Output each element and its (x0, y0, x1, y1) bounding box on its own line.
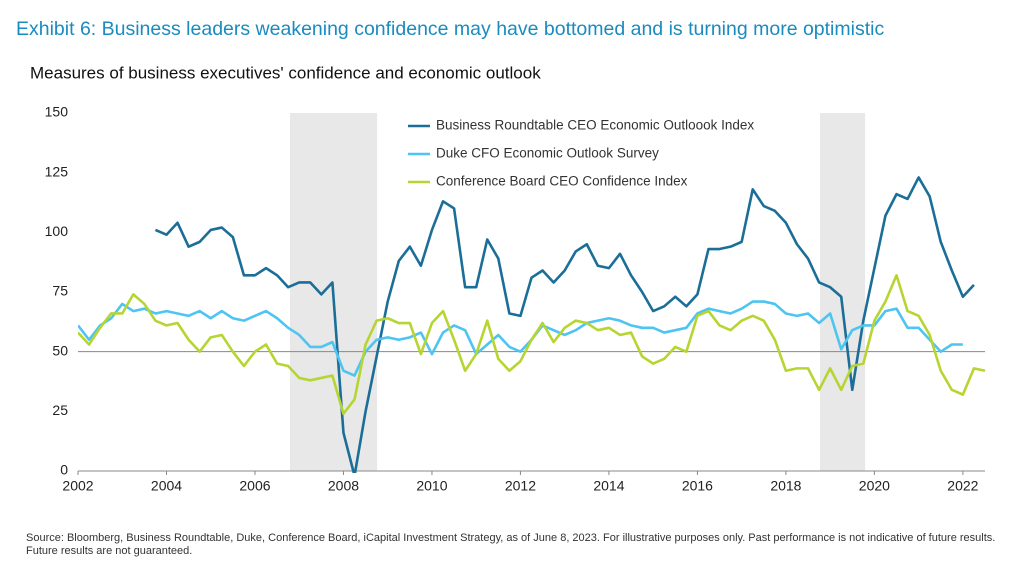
y-tick-label: 150 (45, 104, 69, 120)
series-line (154, 176, 975, 473)
y-tick-label: 125 (45, 163, 69, 179)
series-line (78, 273, 986, 416)
y-tick-label: 75 (52, 283, 68, 299)
chart-title: Exhibit 6: Business leaders weakening co… (16, 18, 884, 40)
plot-area: 0 25 50 75 100 125 150 2002 2004 2006 2008 2010 2012… (45, 104, 986, 494)
x-tick-label: 2008 (328, 478, 359, 494)
source-box: Source: Bloomberg, Business Roundtable, … (26, 532, 996, 557)
chart-subtitle: Measures of business executives' confide… (30, 63, 541, 82)
x-tick-label: 2016 (682, 478, 713, 494)
x-tick-label: 2002 (62, 478, 93, 494)
legend-label: Conference Board CEO Confidence Index (436, 174, 688, 189)
x-tick-label: 2004 (151, 478, 182, 494)
x-tick-label: 2022 (947, 478, 978, 494)
series-line (78, 300, 963, 377)
source-note: Source: Bloomberg, Business Roundtable, … (26, 532, 996, 557)
y-tick-label: 50 (52, 342, 68, 358)
x-tick-label: 2006 (239, 478, 270, 494)
y-tick-label: 25 (52, 402, 68, 418)
x-tick-label: 2020 (859, 478, 890, 494)
x-tick-label: 2012 (505, 478, 536, 494)
y-tick-label: 0 (60, 462, 68, 478)
shaded-period (819, 113, 866, 471)
y-tick-label: 100 (45, 223, 69, 239)
legend-label: Duke CFO Economic Outlook Survey (436, 146, 659, 161)
x-tick-label: 2018 (770, 478, 801, 494)
legend-label: Business Roundtable CEO Economic Outlooo… (436, 118, 754, 133)
x-tick-label: 2014 (593, 478, 624, 494)
x-tick-label: 2010 (416, 478, 447, 494)
